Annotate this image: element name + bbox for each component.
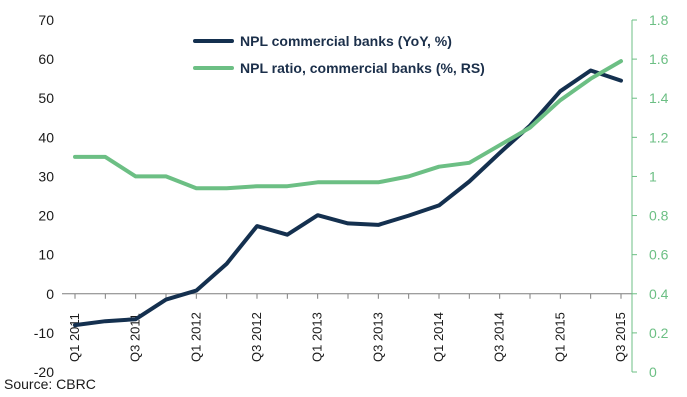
right-tick-label: 1.6 xyxy=(649,51,669,67)
x-tick-label: Q3 2013 xyxy=(370,312,385,362)
x-tick-label: Q3 2011 xyxy=(128,313,143,362)
right-tick-label: 0.6 xyxy=(649,247,669,263)
left-tick-label: 10 xyxy=(38,247,54,263)
right-tick-label: 0 xyxy=(649,364,657,380)
right-tick-label: 0.4 xyxy=(649,286,669,302)
x-tick-label: Q1 2014 xyxy=(431,312,446,362)
left-tick-label: 20 xyxy=(38,208,54,224)
source-note: Source: CBRC xyxy=(4,376,96,392)
x-tick-label: Q1 2011 xyxy=(67,313,82,362)
x-tick-label: Q1 2013 xyxy=(310,312,325,362)
x-tick-label: Q3 2015 xyxy=(613,312,628,362)
x-tick-label: Q3 2012 xyxy=(249,312,264,362)
left-tick-label: 40 xyxy=(38,129,54,145)
x-axis-ticks: Q1 2011 Q3 2011 Q1 2012 Q3 2012 Q1 2013 Q3 20… xyxy=(67,293,628,362)
series-line-npl-ratio xyxy=(73,59,623,191)
right-axis-ticks: 1.8 1.6 1.4 1.2 1 0.8 0.6 0.4 0.2 0 xyxy=(632,12,669,380)
right-tick-label: 1.4 xyxy=(649,90,669,106)
left-tick-label: 0 xyxy=(46,286,54,302)
chart-axes xyxy=(62,20,633,372)
left-tick-label: 30 xyxy=(38,168,54,184)
left-tick-label: -20 xyxy=(34,364,54,380)
left-tick-label: -10 xyxy=(34,325,54,341)
series-line-npl-yoy xyxy=(73,68,623,328)
series-layer xyxy=(73,59,623,328)
right-tick-label: 0.8 xyxy=(649,208,669,224)
left-axis-ticks: 70 60 50 40 30 20 10 0 -10 -20 xyxy=(34,12,54,380)
right-tick-label: 1.2 xyxy=(649,129,669,145)
legend: NPL commercial banks (YoY, %) NPL ratio,… xyxy=(193,33,485,76)
legend-label-npl-yoy: NPL commercial banks (YoY, %) xyxy=(240,33,452,49)
right-tick-label: 1 xyxy=(649,168,657,184)
legend-label-npl-ratio: NPL ratio, commercial banks (%, RS) xyxy=(240,60,485,76)
right-tick-label: 0.2 xyxy=(649,325,669,341)
right-tick-label: 1.8 xyxy=(649,12,669,28)
x-tick-label: Q3 2014 xyxy=(492,312,507,362)
x-tick-label: Q1 2012 xyxy=(188,312,203,362)
left-tick-label: 60 xyxy=(38,51,54,67)
left-tick-label: 70 xyxy=(38,12,54,28)
x-tick-label: Q1 2015 xyxy=(552,312,567,362)
left-tick-label: 50 xyxy=(38,90,54,106)
